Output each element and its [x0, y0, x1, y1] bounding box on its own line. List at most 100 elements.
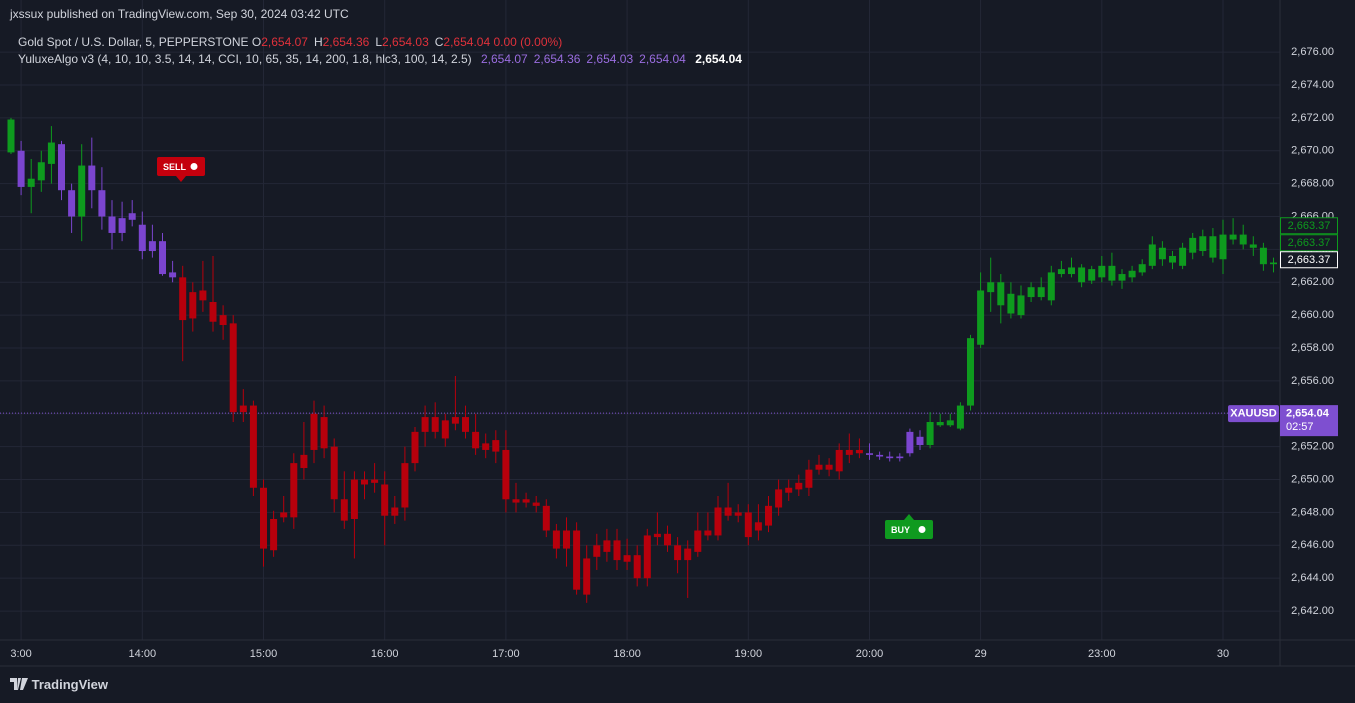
price-label-box — [1280, 217, 1338, 235]
candle-body — [199, 290, 207, 301]
symbol: Gold Spot / U.S. Dollar, 5, PEPPERSTONE — [18, 35, 249, 49]
candle-body — [916, 436, 924, 446]
y-tick-label: 2,660.00 — [1291, 309, 1334, 321]
candle-body — [401, 463, 409, 508]
candle-body — [7, 119, 15, 153]
x-tick-label: 29 — [974, 648, 986, 660]
ohlc-key: L — [375, 35, 383, 49]
candle-body — [714, 507, 722, 536]
price-label: 2,663.37 — [1288, 254, 1331, 266]
candle-body — [583, 558, 591, 595]
candle-body — [300, 454, 308, 469]
candle-body — [340, 499, 348, 521]
candle-body — [118, 218, 126, 233]
candle-body — [563, 530, 570, 549]
candle-body — [179, 277, 187, 321]
candle-body — [1189, 237, 1197, 253]
indicator-value: 2,654.07 — [480, 52, 528, 66]
candle-body — [1259, 247, 1267, 265]
candle-body — [926, 422, 934, 446]
candle-body — [169, 272, 177, 278]
candle-body — [704, 530, 712, 536]
candle-body — [88, 165, 96, 191]
candle-body — [593, 545, 601, 557]
x-tick-label: 19:00 — [735, 648, 763, 660]
publisher: jxssux published on TradingView.com, Sep… — [10, 7, 349, 21]
candle-body — [381, 484, 389, 516]
candle-body — [371, 479, 379, 483]
candle-body — [967, 338, 974, 406]
signal-label: SELL — [163, 162, 187, 172]
candle-body — [825, 464, 833, 470]
x-tick-label: 30 — [1217, 648, 1229, 660]
candle-body — [724, 507, 732, 516]
y-tick-label: 2,662.00 — [1291, 276, 1334, 288]
ohlc-key: H — [313, 35, 323, 49]
candle-body — [906, 431, 914, 454]
candle-body — [1249, 244, 1257, 248]
ohlc-value: 2,654.07 — [261, 35, 308, 49]
candle-body — [684, 548, 692, 561]
candle-body — [936, 422, 944, 426]
candle-body — [997, 282, 1005, 306]
candle-body — [47, 142, 55, 164]
indicator-value: 2,654.03 — [586, 52, 634, 66]
candle-body — [78, 165, 86, 217]
candle-body — [866, 453, 873, 455]
candle-body — [1209, 236, 1217, 258]
candle-body — [1229, 234, 1237, 240]
brand: TradingView — [31, 677, 108, 692]
candle-body — [795, 482, 803, 490]
y-tick-label: 2,652.00 — [1291, 441, 1334, 453]
indicator: YuluxeAlgo v3 (4, 10, 10, 3.5, 14, 14, C… — [18, 52, 472, 66]
candle-body — [835, 449, 843, 472]
candle-body — [1098, 265, 1106, 278]
signal-label: BUY — [891, 525, 910, 535]
y-tick-label: 2,650.00 — [1291, 473, 1334, 485]
last-price-box — [1280, 405, 1338, 437]
candle-body — [754, 522, 762, 531]
candle-body — [280, 512, 288, 518]
candle-body — [361, 479, 368, 485]
candle-body — [734, 512, 742, 516]
candle-body — [249, 405, 257, 488]
y-tick-label: 2,670.00 — [1291, 145, 1334, 157]
candle-body — [148, 241, 156, 252]
price-label-box — [1280, 234, 1338, 252]
candle-body — [1068, 267, 1075, 275]
ohlc-key: C — [434, 35, 444, 49]
candle-body — [239, 405, 247, 413]
signal-pointer — [176, 176, 186, 182]
candle-body — [472, 431, 480, 449]
candle-body — [785, 487, 793, 493]
candle-body — [1138, 264, 1146, 273]
y-tick-label: 2,676.00 — [1291, 46, 1334, 58]
candle-body — [1078, 267, 1086, 283]
signal-icon — [918, 526, 926, 533]
candle-body — [977, 290, 985, 345]
y-tick-label: 2,656.00 — [1291, 375, 1334, 387]
y-tick-label: 2,648.00 — [1291, 506, 1334, 518]
logo — [10, 678, 28, 690]
candle-body — [128, 213, 136, 220]
x-tick-label: 16:00 — [371, 648, 399, 660]
candle-body — [845, 449, 853, 455]
candle-body — [522, 499, 530, 503]
candle-body — [775, 489, 783, 508]
candle-body — [653, 533, 661, 538]
candle-body — [260, 487, 267, 549]
x-tick-label: 20:00 — [856, 648, 884, 660]
candle-body — [1047, 272, 1055, 301]
candle-body — [138, 224, 146, 252]
candle-body — [542, 505, 550, 531]
candle-body — [1088, 269, 1096, 281]
candle-body — [664, 533, 671, 546]
y-tick-label: 2,644.00 — [1291, 572, 1334, 584]
candle-body — [765, 505, 772, 526]
x-tick-label: 15:00 — [250, 648, 278, 660]
candle-body — [310, 413, 318, 450]
candle-body — [219, 315, 227, 326]
candle-body — [815, 464, 823, 470]
candle-body — [330, 446, 338, 500]
candle-body — [350, 479, 358, 520]
